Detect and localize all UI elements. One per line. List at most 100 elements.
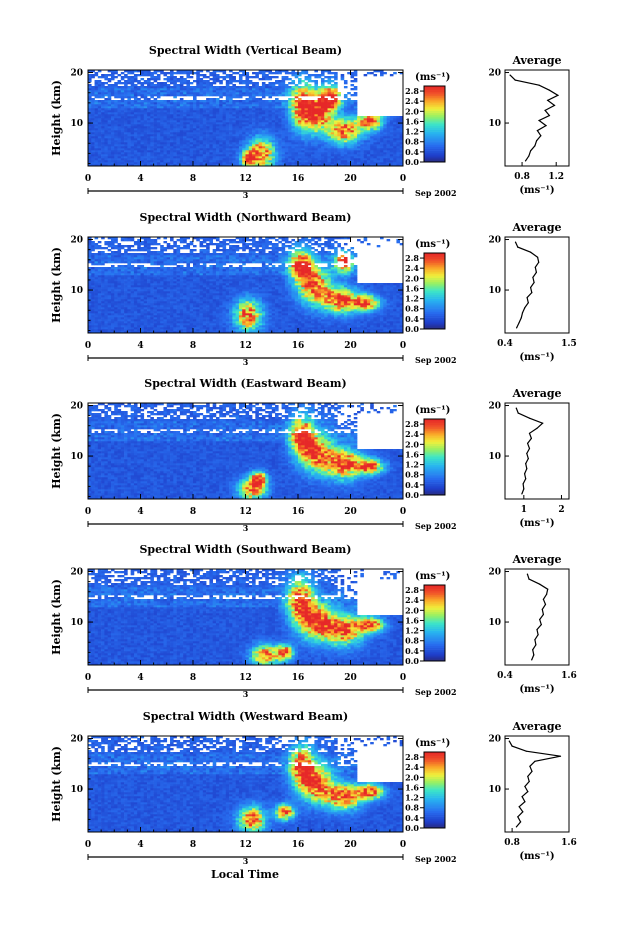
heatmap-cell bbox=[121, 94, 125, 96]
heatmap-cell bbox=[249, 158, 253, 160]
heatmap-cell bbox=[160, 72, 164, 74]
heatmap-cell bbox=[108, 134, 112, 136]
heatmap-cell bbox=[167, 132, 171, 134]
heatmap-cell bbox=[196, 152, 200, 154]
heatmap-cell bbox=[144, 126, 148, 128]
heatmap-cell bbox=[265, 160, 269, 162]
heatmap-cell bbox=[134, 122, 138, 124]
heatmap-cell bbox=[206, 76, 210, 78]
heatmap-cell bbox=[141, 138, 145, 140]
heatmap-cell bbox=[203, 84, 207, 86]
heatmap-cell bbox=[131, 138, 135, 140]
heatmap-cell bbox=[213, 88, 217, 90]
heatmap-cell bbox=[183, 138, 187, 140]
heatmap-cell bbox=[147, 80, 151, 82]
heatmap-cell bbox=[186, 82, 190, 84]
heatmap-cell bbox=[196, 112, 200, 114]
heatmap-cell bbox=[242, 154, 246, 156]
heatmap-cell bbox=[236, 156, 240, 158]
heatmap-cell bbox=[216, 112, 220, 114]
heatmap-cell bbox=[252, 86, 256, 88]
heatmap-cell bbox=[180, 106, 184, 108]
heatmap-cell bbox=[124, 108, 128, 110]
heatmap-cell bbox=[186, 92, 190, 94]
heatmap-cell bbox=[246, 104, 250, 106]
heatmap-cell bbox=[242, 104, 246, 106]
heatmap-cell bbox=[173, 102, 177, 104]
heatmap-cell bbox=[193, 146, 197, 148]
heatmap-cell bbox=[114, 138, 118, 140]
heatmap-cell bbox=[193, 128, 197, 130]
heatmap-cell bbox=[203, 90, 207, 92]
heatmap-cell bbox=[200, 140, 204, 142]
heatmap-cell bbox=[101, 130, 105, 132]
heatmap-cell bbox=[157, 110, 161, 112]
heatmap-cell bbox=[203, 126, 207, 128]
heatmap-cell bbox=[203, 122, 207, 124]
heatmap-cell bbox=[104, 124, 108, 126]
heatmap-cell bbox=[108, 124, 112, 126]
heatmap-cell bbox=[144, 110, 148, 112]
heatmap-cell bbox=[213, 82, 217, 84]
heatmap-cell bbox=[121, 92, 125, 94]
heatmap-cell bbox=[186, 136, 190, 138]
heatmap-cell bbox=[170, 154, 174, 156]
heatmap-cell bbox=[95, 90, 99, 92]
heatmap-cell bbox=[226, 110, 230, 112]
heatmap-cell bbox=[193, 92, 197, 94]
heatmap-cell bbox=[147, 122, 151, 124]
heatmap-cell bbox=[236, 72, 240, 74]
heatmap-cell bbox=[114, 104, 118, 106]
heatmap-cell bbox=[223, 148, 227, 150]
heatmap-cell bbox=[259, 138, 263, 140]
heatmap-cell bbox=[193, 86, 197, 88]
heatmap-cell bbox=[88, 110, 92, 112]
heatmap-cell bbox=[134, 88, 138, 90]
heatmap-cell bbox=[262, 86, 266, 88]
heatmap-cell bbox=[209, 100, 213, 102]
heatmap-cell bbox=[95, 82, 99, 84]
heatmap-cell bbox=[209, 120, 213, 122]
heatmap-cell bbox=[137, 88, 141, 90]
heatmap-cell bbox=[265, 120, 269, 122]
heatmap-cell bbox=[111, 78, 115, 80]
heatmap-cell bbox=[114, 86, 118, 88]
heatmap-cell bbox=[177, 124, 181, 126]
heatmap-cell bbox=[134, 84, 138, 86]
heatmap-cell bbox=[209, 104, 213, 106]
heatmap-cell bbox=[249, 144, 253, 146]
heatmap-cell bbox=[255, 154, 259, 156]
heatmap-cell bbox=[157, 88, 161, 90]
heatmap-cell bbox=[114, 96, 118, 98]
heatmap-cell bbox=[265, 116, 269, 118]
heatmap-cell bbox=[95, 154, 99, 156]
heatmap-cell bbox=[223, 162, 227, 164]
heatmap-cell bbox=[209, 158, 213, 160]
heatmap-cell bbox=[91, 108, 95, 110]
heatmap-cell bbox=[193, 112, 197, 114]
heatmap-cell bbox=[160, 124, 164, 126]
heatmap-cell bbox=[127, 100, 131, 102]
heatmap-cell bbox=[183, 102, 187, 104]
heatmap-cell bbox=[108, 146, 112, 148]
heatmap-cell bbox=[150, 136, 154, 138]
heatmap-cell bbox=[259, 160, 263, 162]
heatmap-cell bbox=[134, 142, 138, 144]
heatmap-cell bbox=[111, 154, 115, 156]
heatmap-cell bbox=[173, 80, 177, 82]
heatmap-cell bbox=[177, 132, 181, 134]
heatmap-cell bbox=[219, 150, 223, 152]
heatmap-cell bbox=[259, 140, 263, 142]
heatmap-cell bbox=[163, 136, 167, 138]
heatmap-cell bbox=[255, 102, 259, 104]
heatmap-cell bbox=[154, 100, 158, 102]
heatmap-cell bbox=[131, 116, 135, 118]
heatmap-cell bbox=[236, 160, 240, 162]
heatmap-cell bbox=[124, 142, 128, 144]
heatmap-cell bbox=[193, 144, 197, 146]
heatmap-cell bbox=[160, 152, 164, 154]
heatmap-cell bbox=[252, 110, 256, 112]
heatmap-cell bbox=[154, 160, 158, 162]
heatmap-cell bbox=[249, 154, 253, 156]
heatmap-cell bbox=[154, 154, 158, 156]
